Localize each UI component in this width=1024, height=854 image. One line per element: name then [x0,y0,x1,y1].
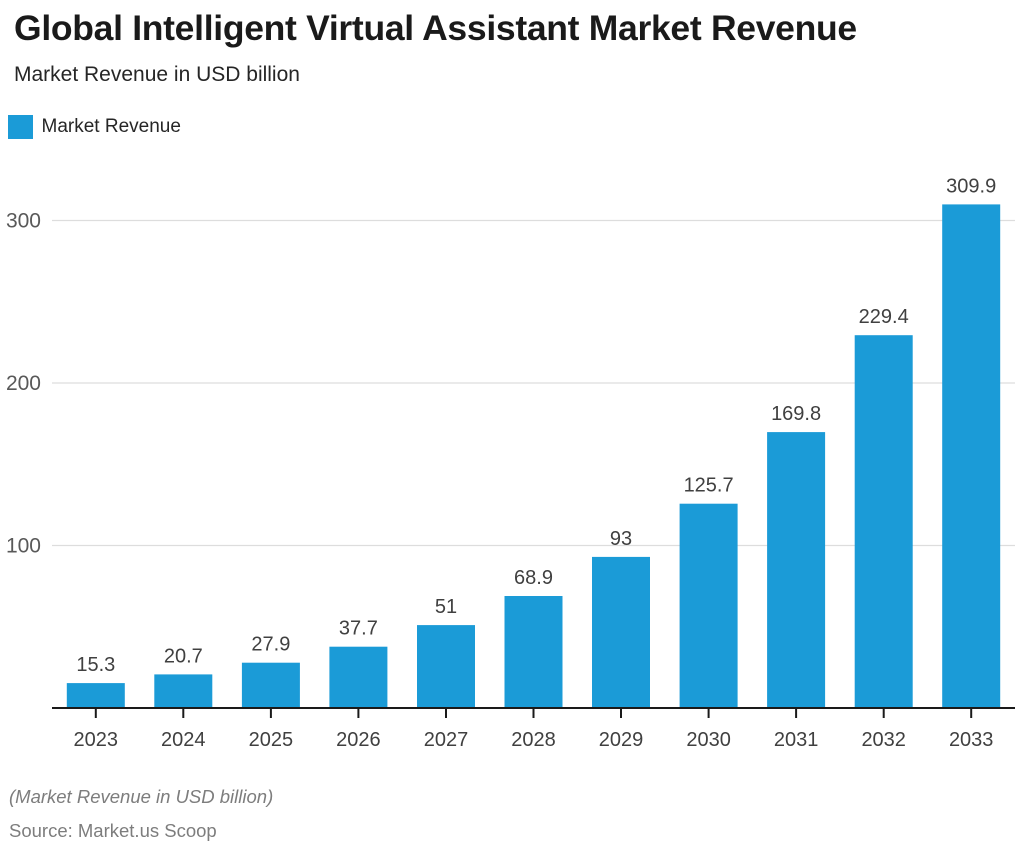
svg-text:2033: 2033 [949,729,994,751]
svg-text:2030: 2030 [686,729,731,751]
svg-text:2028: 2028 [511,729,556,751]
svg-text:100: 100 [6,535,41,558]
svg-text:2029: 2029 [599,729,644,751]
svg-text:15.3: 15.3 [76,654,115,676]
svg-text:125.7: 125.7 [684,475,734,497]
svg-text:2031: 2031 [774,729,819,751]
svg-text:169.8: 169.8 [771,403,821,425]
svg-text:68.9: 68.9 [514,567,553,589]
svg-text:229.4: 229.4 [859,306,909,328]
svg-text:2032: 2032 [861,729,906,751]
svg-text:37.7: 37.7 [339,618,378,640]
svg-text:200: 200 [6,372,41,395]
svg-text:309.9: 309.9 [946,175,996,197]
svg-text:2024: 2024 [161,729,206,751]
svg-text:27.9: 27.9 [251,634,290,656]
svg-text:2027: 2027 [424,729,469,751]
svg-text:2026: 2026 [336,729,381,751]
svg-text:20.7: 20.7 [164,645,203,667]
svg-text:2025: 2025 [249,729,294,751]
svg-text:2023: 2023 [74,729,119,751]
svg-text:300: 300 [6,210,41,233]
svg-text:93: 93 [610,528,632,550]
svg-text:51: 51 [435,596,457,618]
